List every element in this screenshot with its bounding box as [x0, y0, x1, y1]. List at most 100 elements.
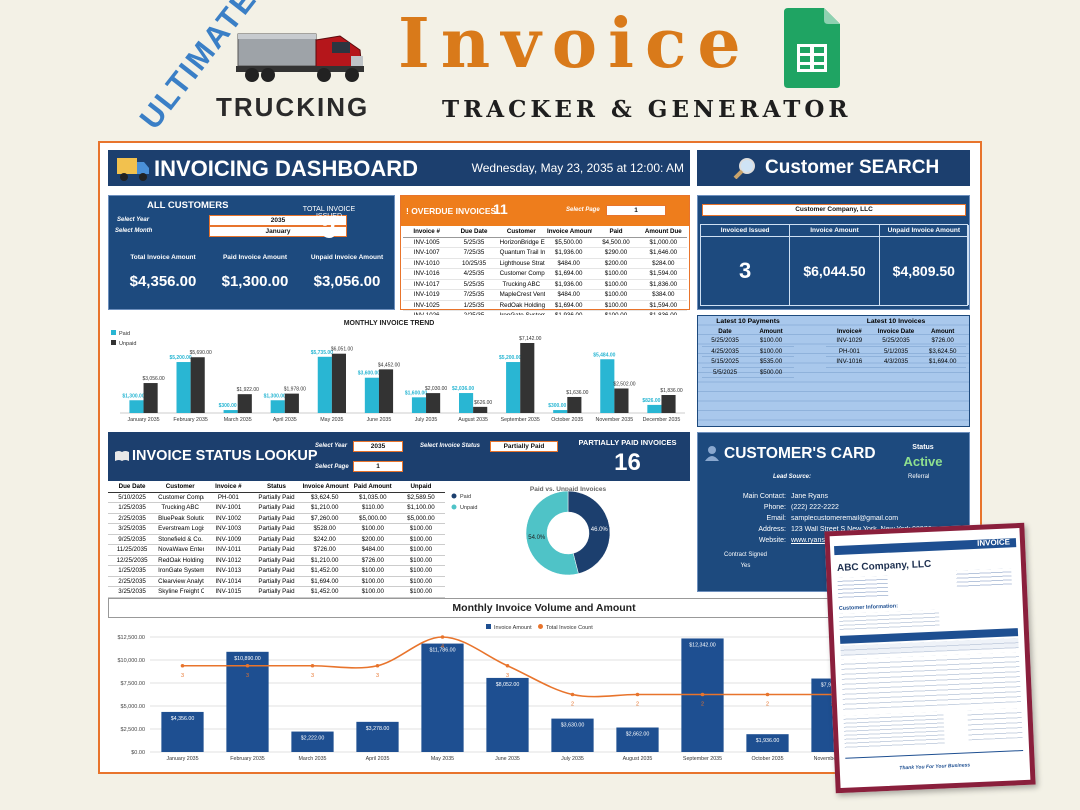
table-cell: $100.00 [396, 565, 445, 577]
column-header: Status [252, 482, 301, 493]
value-label: $1,636.00 [566, 390, 588, 396]
customer-select[interactable]: Customer Company, LLC [702, 204, 966, 216]
table-cell: $1,836.00 [639, 279, 687, 290]
table-cell: 5/1/2035 [872, 346, 920, 357]
page-select[interactable]: 1 [353, 461, 403, 472]
count-label: 3 [506, 673, 509, 679]
table-cell: 4/25/2035 [702, 346, 748, 357]
table-cell: Clearview Analytics [156, 576, 205, 587]
legend-label: Paid [119, 331, 130, 337]
table-cell: $1,452.00 [300, 586, 349, 598]
bar [364, 377, 379, 413]
value-label: $4,452.00 [378, 362, 400, 368]
x-tick-label: November 2035 [596, 417, 634, 423]
column-header: Invoice Amount [300, 482, 349, 493]
field-value: samplecustomeremail@gmail.com [791, 515, 899, 522]
table-row: 9/25/2035 Stonefield & Co. INV-1009 Partial… [108, 534, 445, 545]
year-select[interactable]: 2035 [209, 215, 347, 226]
latest-payments: Latest 10 Payments Date Amount 5/25/2035 $10… [702, 317, 794, 378]
x-tick-label: October 2035 [751, 756, 783, 762]
x-tick-label: August 2035 [623, 756, 653, 762]
legend-label: Total Invoice Count [546, 625, 593, 631]
chart-title: Paid vs. Unpaid Invoices [530, 486, 607, 493]
header-row: Invoice# Invoice Date Amount [826, 327, 966, 337]
x-tick-label: January 2035 [166, 756, 198, 762]
legend-swatch [486, 624, 491, 629]
issued-count: 3 [322, 217, 336, 244]
legend-label: Invoice Amount [494, 625, 532, 631]
table-cell: $1,594.00 [639, 300, 687, 311]
table-cell: MapleCrest Ventures [497, 289, 545, 301]
value-label: $10,890.00 [234, 656, 261, 662]
table-cell: $100.00 [396, 555, 445, 566]
x-tick-label: March 2035 [299, 756, 327, 762]
table-cell: Partially Paid [252, 502, 301, 514]
table-cell: $1,594.00 [639, 268, 687, 280]
y-tick-label: $2,500.00 [121, 727, 145, 733]
month-select[interactable]: January [209, 226, 347, 237]
overdue-table: Invoice # Due Date Customer Invoice Amount P… [403, 227, 687, 322]
table-cell: 5/25/35 [450, 279, 498, 290]
value-label: $3,600.00 [358, 371, 380, 377]
x-tick-label: October 2035 [551, 417, 583, 423]
value-label: $5,200.00 [169, 355, 191, 361]
x-tick-label: May 2035 [431, 756, 454, 762]
legend-label: Paid [460, 494, 471, 500]
bar [647, 404, 662, 413]
x-tick-label: July 2035 [561, 756, 584, 762]
bar [746, 734, 789, 752]
year-select[interactable]: 2035 [353, 441, 403, 452]
table-cell: INV-1017 [403, 279, 451, 290]
value-label: $5,200.00 [499, 355, 521, 361]
status-header: INVOICE STATUS LOOKUP Select Year 2035 S… [108, 432, 690, 481]
x-tick-label: March 2035 [224, 417, 252, 423]
address-lines [837, 575, 889, 600]
column-header: Invoice Amount [544, 227, 593, 238]
status-select[interactable]: Partially Paid [490, 441, 558, 452]
table-row: INV-1029 5/25/2035 $726.00 [826, 336, 966, 347]
table-cell: 4/3/2035 [872, 356, 920, 368]
column-header: Due Date [108, 482, 157, 493]
invoice-section: Customer Information: [838, 603, 899, 612]
overdue-panel: ! OVERDUE INVOICES: 11 Select Page 1 Inv… [400, 195, 690, 322]
meta-lines [956, 568, 1012, 589]
y-tick-label: $10,000.00 [117, 658, 145, 664]
table: Invoice # Due Date Customer Invoice Amount P… [403, 227, 687, 322]
table-cell: $726.00 [300, 544, 349, 556]
column-header: Unpaid [396, 482, 445, 493]
search-bar: Customer SEARCH [697, 150, 970, 186]
table-cell: INV-1002 [204, 513, 253, 524]
bar [237, 394, 252, 413]
x-tick-label: April 2035 [366, 756, 390, 762]
table-title: Latest 10 Invoices [866, 318, 926, 325]
truck-illustration [236, 33, 364, 82]
search-results: Invoiced Issued 3 Invoice Amount $6,044.50 U… [700, 224, 969, 306]
sheets-icon [784, 8, 840, 88]
table-cell: $484.00 [348, 544, 397, 556]
table-row: 4/25/2035 $100.00 [702, 346, 794, 357]
bar [129, 400, 144, 413]
pie-slice [525, 490, 579, 576]
table-cell: $100.00 [396, 544, 445, 556]
page-select[interactable]: 1 [606, 205, 666, 216]
count-label: 2 [701, 702, 704, 708]
column-header: Invoice# [836, 327, 862, 335]
subtitle: TRACKER & GENERATOR [442, 96, 852, 123]
table-cell: Partially Paid [252, 576, 301, 587]
magnifier-icon [733, 158, 755, 179]
bar [190, 357, 205, 413]
table-cell: INV-1012 [204, 555, 253, 566]
field-label: Select Invoice Status [420, 443, 481, 449]
table-cell: $290.00 [592, 247, 640, 259]
x-tick-label: February 2035 [230, 756, 265, 762]
table-cell: $100.00 [348, 576, 397, 587]
result-header: Invoice Amount [790, 225, 880, 237]
bar [473, 406, 488, 413]
table-cell: $100.00 [348, 586, 397, 598]
x-tick-label: September 2035 [683, 756, 722, 762]
bar [356, 721, 399, 752]
